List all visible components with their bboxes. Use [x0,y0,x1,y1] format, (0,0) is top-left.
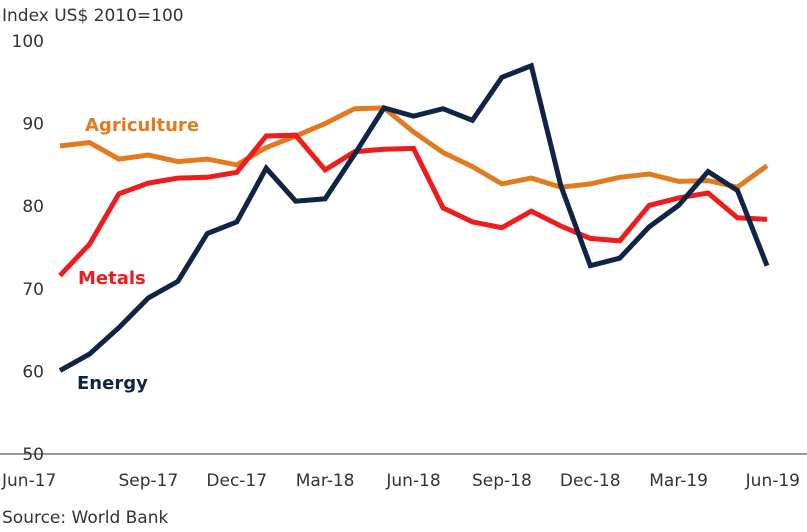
series-line-agriculture [59,105,769,190]
y-tick-label: 50 [22,445,44,465]
y-tick-label: 70 [22,280,44,300]
series-lines [58,62,770,373]
x-tick-label: Dec-17 [206,471,267,491]
source-note: Source: World Bank [2,508,168,528]
y-axis-ticks: 50 60 70 80 90 100 [12,32,44,465]
y-tick-label: 80 [22,197,44,217]
x-tick-label: Jun-18 [385,471,440,491]
y-axis-unit-label: Index US$ 2010=100 [2,6,184,26]
x-tick-label: Mar-19 [649,471,708,491]
series-label-energy: Energy [77,373,148,394]
series-label-metals: Metals [78,268,146,289]
x-tick-label: Jun-19 [745,471,800,491]
series-labels: Agriculture Metals Energy [77,115,199,394]
x-tick-label: Mar-18 [296,471,355,491]
x-axis-ticks: Jun-17 Sep-17 Dec-17 Mar-18 Jun-18 Sep-18 Dec-… [1,471,800,491]
x-tick-label: Sep-18 [472,471,532,491]
y-tick-label: 100 [12,32,44,52]
series-line-metals [58,132,768,278]
x-tick-label: Jun-17 [1,471,56,491]
y-tick-label: 60 [22,362,44,382]
x-tick-label: Sep-17 [118,471,178,491]
x-tick-label: Dec-18 [560,471,621,491]
series-line-energy [58,62,770,373]
series-label-agriculture: Agriculture [85,115,199,136]
y-tick-label: 90 [22,115,44,135]
